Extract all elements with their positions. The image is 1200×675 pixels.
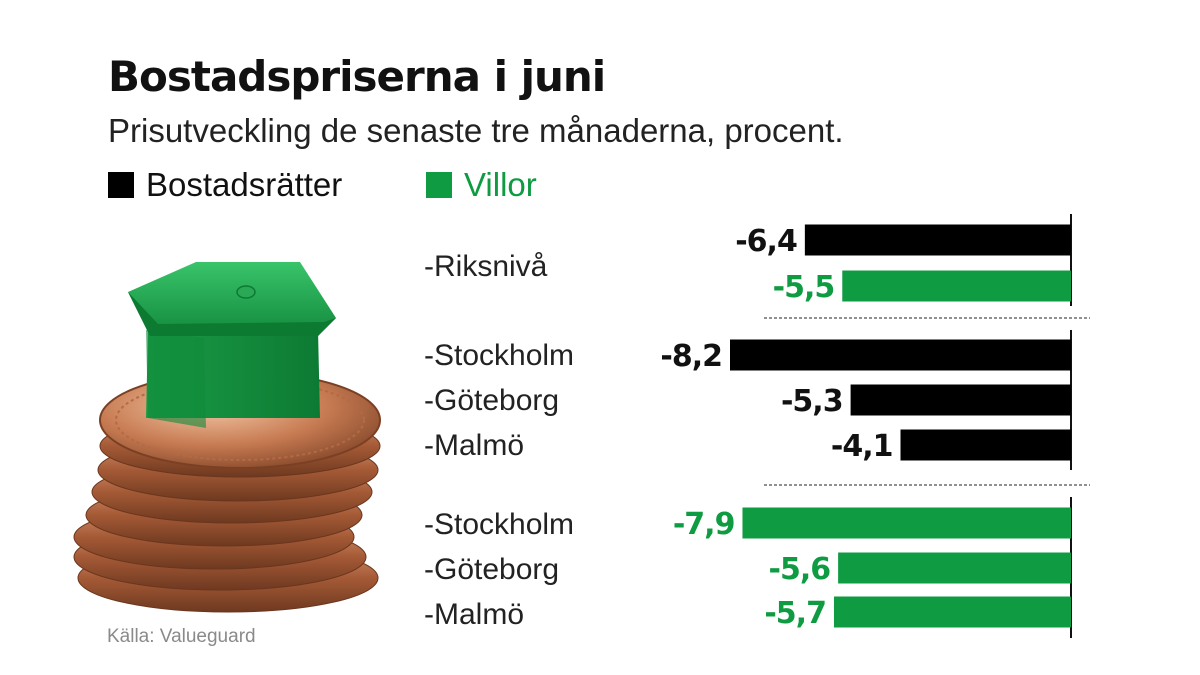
bar-stockholm-villor — [742, 507, 1071, 539]
legend-item-bostadsratter: Bostadsrätter — [108, 165, 342, 205]
chart-title: Bostadspriserna i juni — [108, 52, 606, 101]
value-label-malmo-villor: -5,7 — [764, 596, 826, 631]
legend-swatch-villor — [426, 172, 452, 198]
legend-label-villor: Villor — [464, 166, 537, 203]
coin-stack — [73, 371, 381, 613]
legend-swatch-bostadsratter — [108, 172, 134, 198]
bar-riksniva-villor — [842, 270, 1071, 302]
category-label-riksniva: -Riksnivå — [424, 250, 548, 283]
legend-label-bostadsratter: Bostadsrätter — [146, 166, 343, 203]
category-label-malmo-bostadsratter: -Malmö — [424, 429, 524, 462]
category-label-goteborg-bostadsratter: -Göteborg — [424, 384, 559, 417]
value-label-goteborg-villor: -5,6 — [769, 552, 831, 587]
value-label-malmo-bostadsratter: -4,1 — [831, 429, 893, 464]
category-label-stockholm-bostadsratter: -Stockholm — [424, 339, 574, 372]
value-label-riksniva-bostadsratter: -6,4 — [735, 224, 797, 259]
bar-malmo-bostadsratter — [900, 429, 1071, 461]
bars-group: -6,4 -5,5 -8,2 -5,3 -4,1 -7,9 -5,6 -5,7 — [660, 224, 1071, 631]
value-label-stockholm-villor: -7,9 — [673, 507, 735, 542]
house-on-coins-photo — [73, 262, 381, 613]
chart-subtitle: Prisutveckling de senaste tre månaderna,… — [108, 112, 844, 149]
value-label-goteborg-bostadsratter: -5,3 — [781, 384, 843, 419]
bar-stockholm-bostadsratter — [730, 339, 1071, 371]
bar-goteborg-villor — [838, 552, 1071, 584]
value-label-stockholm-bostadsratter: -8,2 — [660, 339, 722, 374]
category-label-stockholm-villor: -Stockholm — [424, 508, 574, 541]
bar-riksniva-bostadsratter — [804, 224, 1071, 256]
source-note: Källa: Valueguard — [107, 626, 256, 647]
value-label-riksniva-villor: -5,5 — [773, 270, 835, 305]
bar-goteborg-bostadsratter — [850, 384, 1071, 416]
green-house — [128, 262, 336, 428]
category-label-goteborg-villor: -Göteborg — [424, 553, 559, 586]
legend-item-villor: Villor — [426, 165, 537, 205]
bar-malmo-villor — [833, 596, 1071, 628]
category-label-malmo-villor: -Malmö — [424, 598, 524, 631]
